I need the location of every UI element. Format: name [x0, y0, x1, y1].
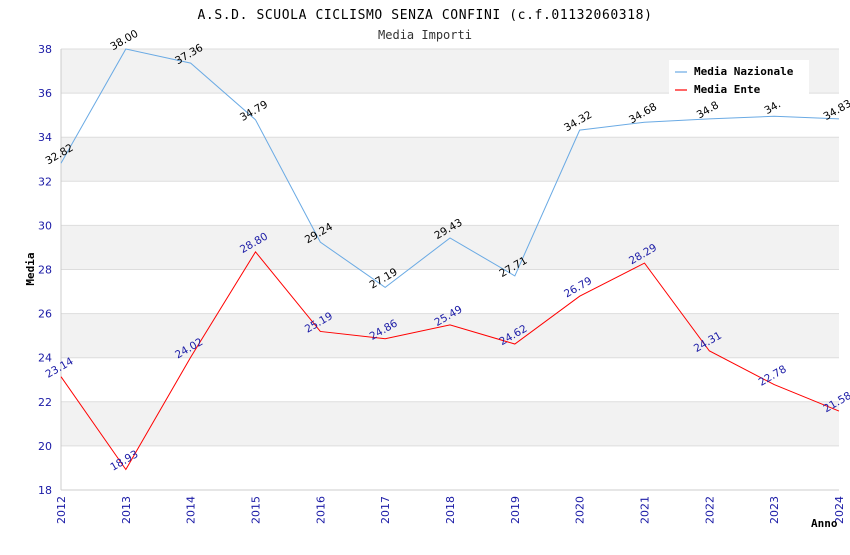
y-tick-label: 20 [38, 440, 52, 453]
x-tick-label: 2015 [250, 496, 263, 524]
plot-band [61, 445, 839, 490]
x-tick-label: 2020 [574, 496, 587, 524]
plot-band [61, 225, 839, 270]
x-tick-label: 2016 [314, 496, 327, 524]
y-tick-label: 32 [38, 175, 52, 188]
y-tick-label: 24 [38, 352, 52, 365]
y-tick-label: 28 [38, 264, 52, 277]
y-tick-label: 38 [38, 43, 52, 56]
legend-label-media-nazionale: Media Nazionale [694, 65, 794, 78]
chart-subtitle: Media Importi [378, 28, 472, 42]
x-axis-ticks: 2012 2013 2014 2015 2016 2017 2018 2019 2020 2021… [55, 496, 846, 524]
plot-band [61, 93, 839, 138]
x-tick-label: 2017 [379, 496, 392, 524]
plot-band [61, 181, 839, 226]
x-tick-label: 2021 [639, 496, 652, 524]
y-axis-ticks: 18 20 22 24 26 28 30 32 34 36 38 [38, 43, 52, 497]
chart-title: A.S.D. SCUOLA CICLISMO SENZA CONFINI (c.… [197, 8, 652, 23]
legend-label-media-ente: Media Ente [694, 83, 761, 96]
x-tick-label: 2022 [703, 496, 716, 524]
line-media-nazionale [60, 48, 840, 288]
x-tick-label: 2024 [833, 496, 846, 524]
series-lines [60, 48, 840, 471]
x-tick-label: 2019 [509, 496, 522, 524]
x-tick-label: 2014 [185, 496, 198, 524]
plot-band [61, 269, 839, 314]
line-media-ente [60, 250, 840, 471]
plot-band [61, 357, 839, 402]
y-axis-label: Media [24, 252, 37, 285]
x-tick-label: 2012 [55, 496, 68, 524]
x-axis-label: Anno [811, 517, 838, 530]
y-tick-label: 30 [38, 219, 52, 232]
x-tick-label: 2013 [120, 496, 133, 524]
y-tick-label: 26 [38, 308, 52, 321]
legend: Media Nazionale Media Ente [669, 60, 809, 98]
plot-band [61, 137, 839, 182]
grid-lines [60, 48, 839, 491]
y-tick-label: 22 [38, 396, 52, 409]
plot-band [61, 401, 839, 446]
y-tick-label: 18 [38, 484, 52, 497]
plot-bands [61, 49, 839, 490]
x-tick-label: 2023 [768, 496, 781, 524]
x-tick-label: 2018 [444, 496, 457, 524]
legend-box [669, 60, 809, 98]
y-tick-label: 36 [38, 87, 52, 100]
y-tick-label: 34 [38, 131, 52, 144]
